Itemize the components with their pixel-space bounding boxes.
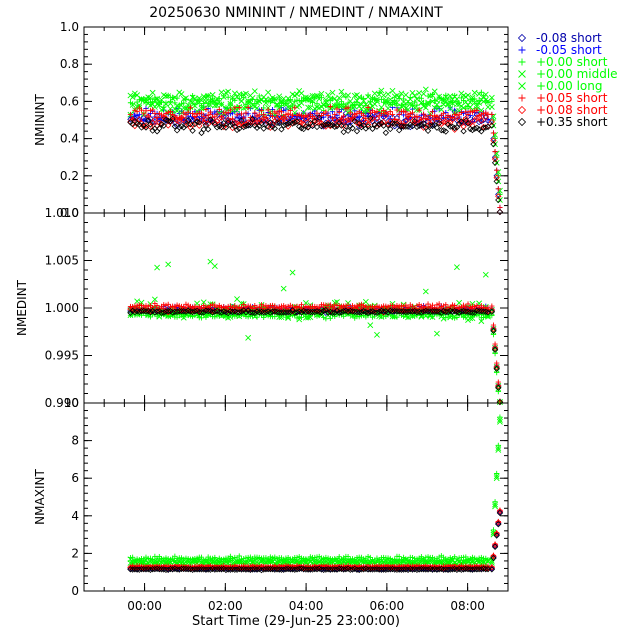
legend-entry: +0.00 short (518, 55, 608, 69)
legend-label: +0.00 short (536, 55, 608, 69)
legend: -0.08 short-0.05 short+0.00 short+0.00 m… (517, 31, 618, 129)
y-tick-label: 2 (71, 546, 79, 560)
x-tick-label: 08:00 (450, 599, 485, 613)
series-1-2 (127, 310, 503, 405)
y-tick-label: 8 (71, 434, 79, 448)
legend-entry: +0.05 short (518, 91, 608, 105)
series-2-4 (127, 418, 503, 569)
panel-3-frame (83, 402, 509, 592)
y-tick-label: 1.000 (45, 301, 79, 315)
y-tick-label: 0.6 (60, 94, 79, 108)
y-tick-label: 0.995 (45, 349, 79, 363)
legend-entry: -0.08 short (517, 31, 602, 45)
series-1-0 (127, 305, 504, 406)
y-tick-label: 0.4 (60, 132, 79, 146)
y-tick-label: 1.005 (45, 254, 79, 268)
legend-label: +0.08 short (536, 103, 608, 117)
legend-entry: +0.00 middle (518, 67, 618, 81)
legend-label: +0.05 short (536, 91, 608, 105)
y-tick-label: 0.8 (60, 57, 79, 71)
x-tick-label: 04:00 (289, 599, 324, 613)
y-tick-label: 1.010 (45, 206, 79, 220)
legend-entry: -0.05 short (518, 43, 602, 57)
x-axis-label: Start Time (29-Jun-25 23:00:00) (192, 614, 400, 629)
y-tick-label: 0.0 (60, 206, 79, 220)
panel-3-ylabel: NMAXINT (33, 469, 47, 525)
y-tick-label: 6 (71, 471, 79, 485)
series-1-4 (127, 261, 503, 405)
legend-label: -0.08 short (536, 31, 602, 45)
series-2-3 (127, 417, 503, 567)
series-2-2 (127, 414, 503, 564)
y-tick-label: 0.2 (60, 169, 79, 183)
legend-label: +0.35 short (536, 115, 608, 129)
y-tick-label: 0.990 (45, 396, 79, 410)
legend-entry: +0.35 short (517, 115, 608, 129)
series-1-6 (127, 304, 504, 406)
legend-entry: +0.08 short (517, 103, 608, 117)
series-1-3 (127, 258, 503, 405)
legend-entry: +0.00 long (518, 79, 603, 93)
series-0-7 (127, 114, 504, 216)
x-tick-label: 06:00 (370, 599, 405, 613)
y-tick-label: 1.0 (60, 20, 79, 34)
y-tick-label: 0 (71, 584, 79, 598)
panel-1-ylabel: NMININT (33, 93, 47, 145)
series-1-7 (127, 306, 504, 406)
chart-title: 20250630 NMININT / NMEDINT / NMAXINT (149, 5, 443, 21)
y-tick-label: 4 (71, 509, 79, 523)
x-tick-label: 02:00 (208, 599, 243, 613)
y-tick-label: 10 (64, 396, 79, 410)
panel-2-ylabel: NMEDINT (15, 279, 29, 336)
legend-label: -0.05 short (536, 43, 602, 57)
series-2-7 (127, 509, 504, 574)
legend-label: +0.00 middle (536, 67, 618, 81)
legend-label: +0.00 long (536, 79, 603, 93)
x-tick-label: 00:00 (127, 599, 162, 613)
